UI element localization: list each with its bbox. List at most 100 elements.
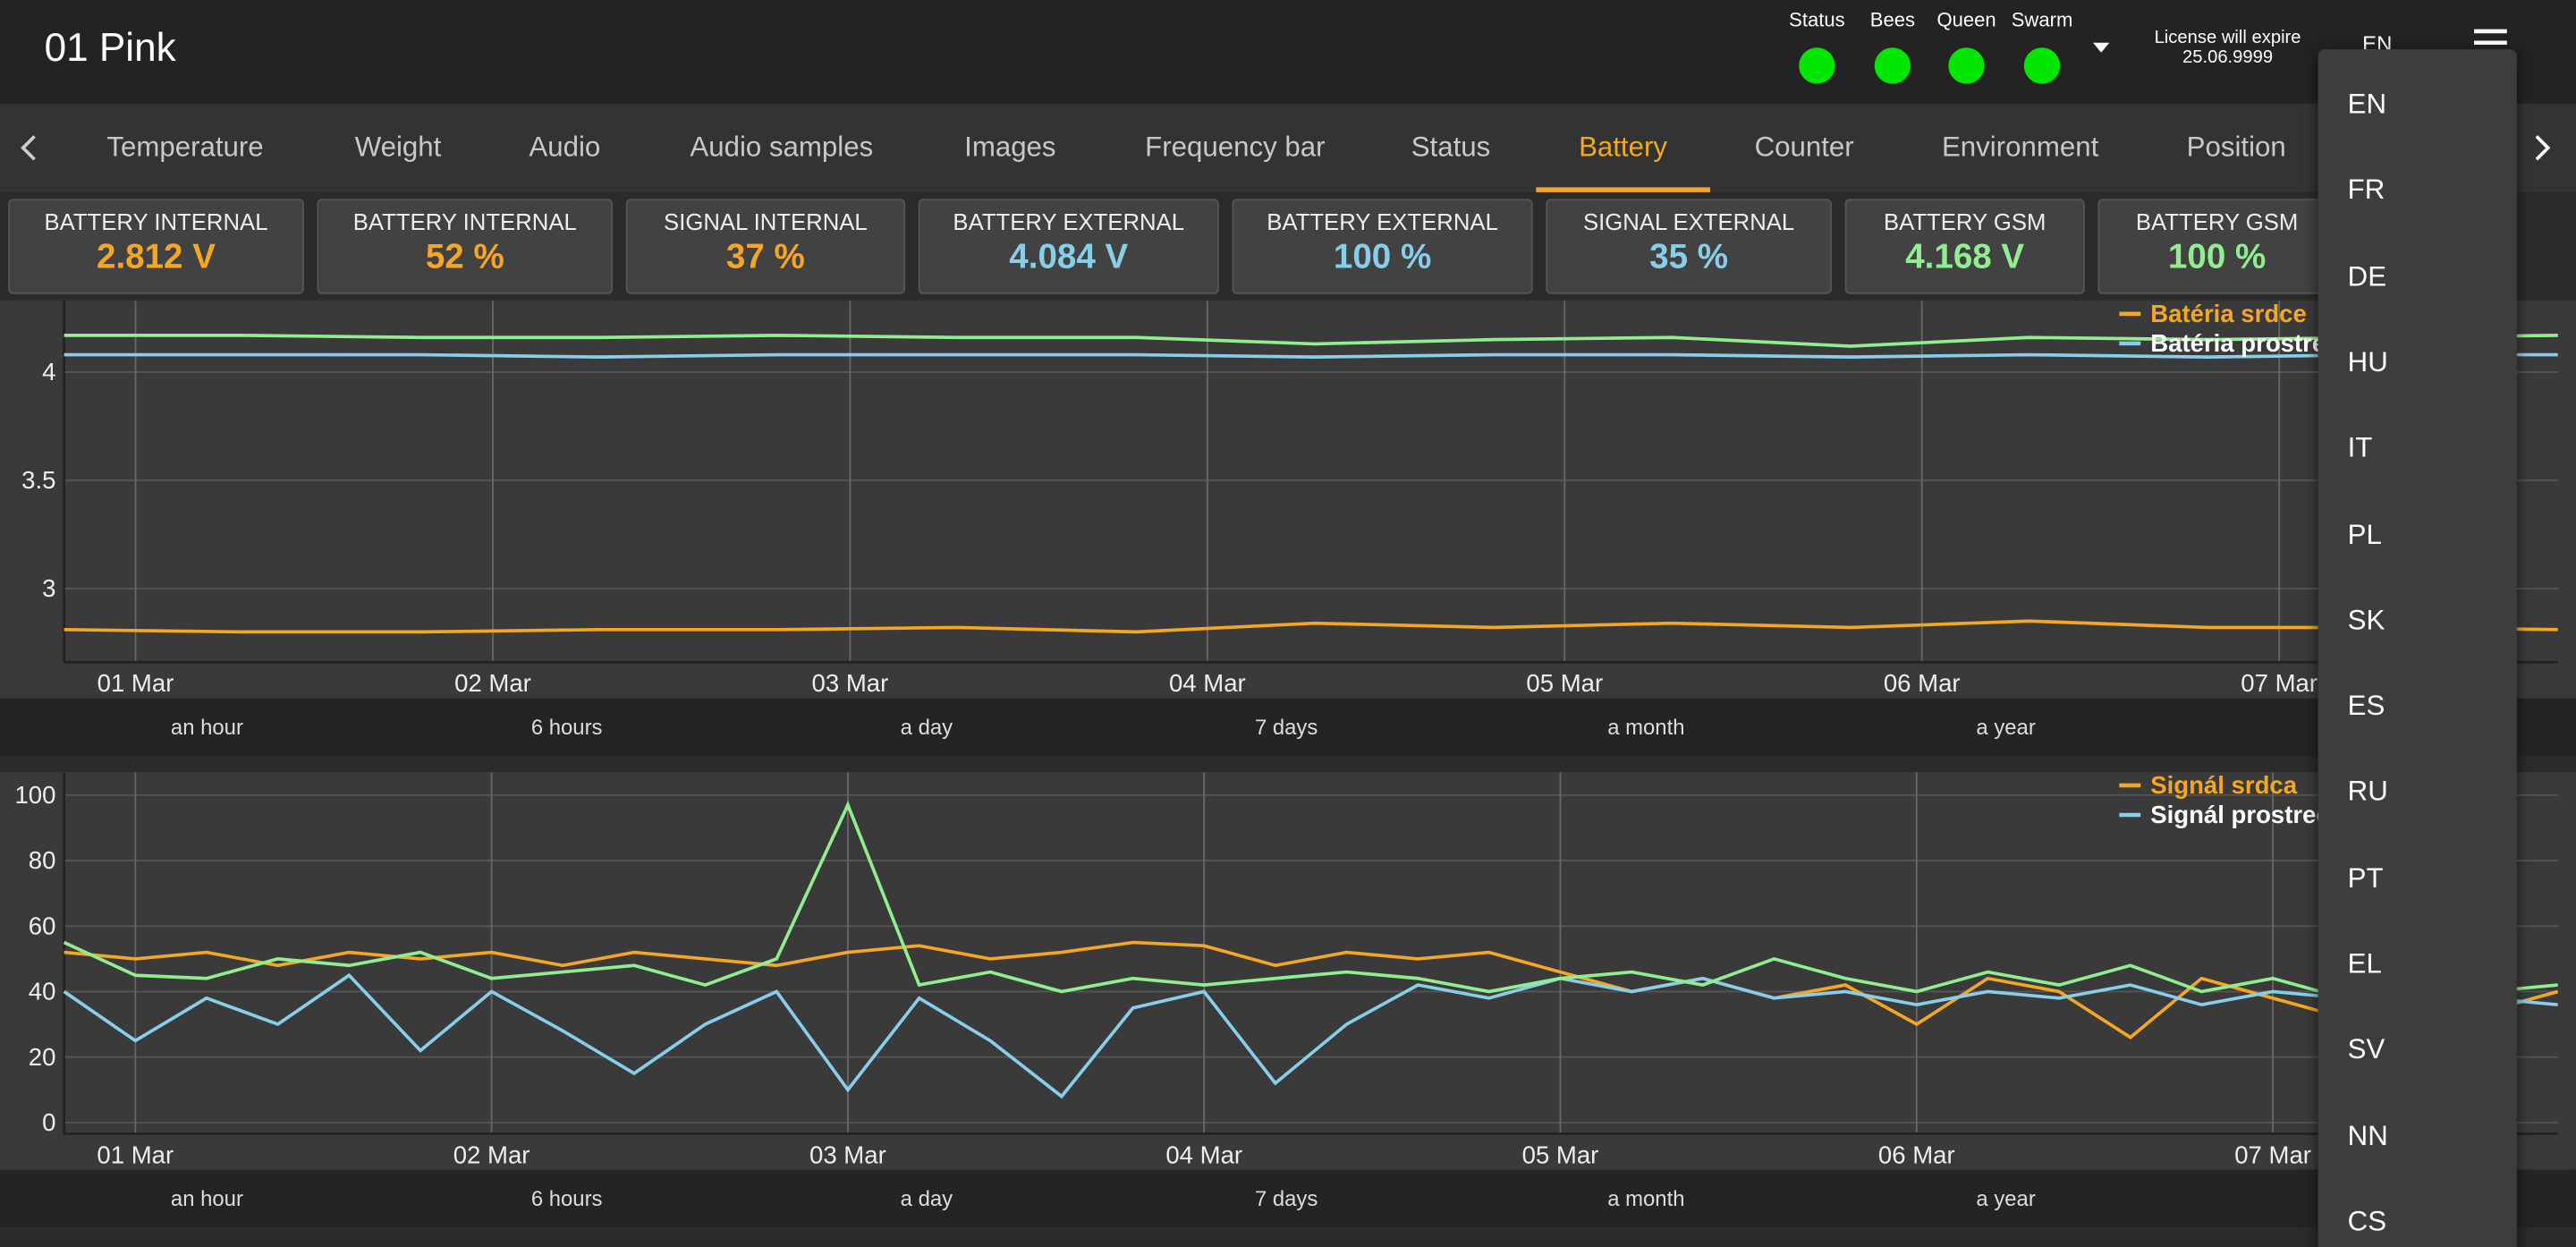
indicator-dot bbox=[1948, 47, 1985, 84]
card-label: BATTERY GSM bbox=[2135, 208, 2299, 235]
range-button[interactable]: a month bbox=[1607, 714, 1685, 740]
range-button[interactable]: 6 hours bbox=[530, 1186, 603, 1211]
y-tick-label: 0 bbox=[42, 1108, 55, 1136]
license-date: 25.06.9999 bbox=[2182, 47, 2274, 68]
x-tick-label: 05 Mar bbox=[1526, 669, 1603, 697]
tab[interactable]: Images bbox=[964, 131, 1056, 163]
range-button[interactable]: a year bbox=[1976, 714, 2036, 740]
language-option[interactable]: IT bbox=[2347, 432, 2373, 464]
metric-card: BATTERY EXTERNAL 100 % bbox=[1232, 199, 1533, 294]
range-button[interactable]: 7 days bbox=[1254, 1186, 1318, 1211]
x-tick-label: 02 Mar bbox=[454, 669, 531, 697]
indicator-dropdown[interactable] bbox=[2089, 39, 2113, 55]
range-bar: an hour 6 hours a day 7 days a month a year bbox=[0, 1169, 2576, 1228]
indicator-label: Status bbox=[1789, 8, 1845, 31]
tab[interactable]: Status bbox=[1411, 131, 1491, 163]
card-value: 4.084 V bbox=[1009, 238, 1129, 276]
legend-label: Batéria srdce bbox=[2150, 301, 2307, 327]
series-line bbox=[64, 334, 2558, 348]
x-tick-label: 02 Mar bbox=[453, 1141, 530, 1168]
metric-card: SIGNAL EXTERNAL 35 % bbox=[1546, 199, 1832, 294]
x-tick-label: 01 Mar bbox=[97, 669, 174, 697]
indicator-label: Queen bbox=[1936, 8, 1996, 31]
tab[interactable]: Environment bbox=[1941, 131, 2099, 163]
language-option[interactable]: NN bbox=[2347, 1119, 2388, 1151]
series-line bbox=[64, 619, 2558, 634]
metric-card: BATTERY EXTERNAL 4.084 V bbox=[918, 199, 1219, 294]
language-option[interactable]: PT bbox=[2347, 861, 2384, 894]
x-tick-label: 06 Mar bbox=[1884, 669, 1961, 697]
range-button[interactable]: an hour bbox=[170, 1186, 243, 1211]
tab-underline bbox=[1536, 187, 1711, 192]
card-value: 100 % bbox=[2167, 238, 2267, 276]
language-menu: EN FR DE HU IT PL SK ES RU PT EL SV NN CS bbox=[2318, 49, 2517, 1247]
card-label: BATTERY GSM bbox=[1883, 208, 2046, 235]
x-tick-label: 04 Mar bbox=[1165, 1141, 1242, 1168]
language-option[interactable]: SV bbox=[2347, 1033, 2385, 1065]
tab[interactable]: Frequency bar bbox=[1145, 131, 1326, 163]
range-button[interactable]: an hour bbox=[170, 714, 243, 740]
y-tick-label: 3 bbox=[42, 574, 55, 602]
series-line bbox=[64, 352, 2558, 359]
x-tick-label: 05 Mar bbox=[1522, 1141, 1599, 1168]
language-option[interactable]: PL bbox=[2347, 518, 2382, 550]
license: License will expire 25.06.9999 bbox=[2136, 28, 2320, 67]
indicator-dot bbox=[1874, 47, 1911, 84]
range-button[interactable]: 6 hours bbox=[530, 714, 603, 740]
x-tick-label: 03 Mar bbox=[809, 1141, 886, 1168]
language-option[interactable]: HU bbox=[2347, 346, 2388, 378]
chart: 0 20 40 60 80 100 01 Mar 02 Mar 03 Mar 04 Mar 05 M… bbox=[14, 771, 2559, 1168]
y-tick-label: 100 bbox=[14, 781, 55, 809]
card-label: BATTERY INTERNAL bbox=[44, 208, 268, 235]
tab[interactable]: Position bbox=[2186, 131, 2286, 163]
y-tick-label: 3.5 bbox=[21, 466, 55, 494]
language-option[interactable]: ES bbox=[2347, 690, 2385, 722]
chart-panel: 3 3.5 4 01 Mar 02 Mar 03 Mar 04 Mar 05 Mar 06 Ma… bbox=[0, 300, 2576, 699]
range-button[interactable]: 7 days bbox=[1254, 714, 1318, 740]
x-tick-label: 07 Mar bbox=[2234, 1141, 2311, 1168]
tab[interactable]: Audio bbox=[529, 131, 601, 163]
tab[interactable]: Counter bbox=[1754, 131, 1854, 163]
range-button[interactable]: a year bbox=[1976, 1186, 2036, 1211]
card-value: 35 % bbox=[1649, 238, 1729, 276]
language-option[interactable]: CS bbox=[2347, 1205, 2387, 1237]
card-label: SIGNAL EXTERNAL bbox=[1582, 208, 1795, 235]
language-option[interactable]: EL bbox=[2347, 947, 2382, 980]
legend-label: Signál srdca bbox=[2150, 772, 2297, 799]
tab[interactable]: Battery bbox=[1579, 131, 1667, 163]
language-option[interactable]: RU bbox=[2347, 776, 2388, 808]
tab-prev[interactable] bbox=[16, 133, 39, 163]
language-option[interactable]: FR bbox=[2347, 174, 2385, 207]
card-value: 52 % bbox=[425, 238, 504, 276]
series-line bbox=[64, 940, 2559, 1039]
y-tick-label: 80 bbox=[29, 846, 56, 874]
y-tick-label: 20 bbox=[29, 1043, 56, 1071]
x-tick-label: 01 Mar bbox=[97, 1141, 174, 1168]
x-tick-label: 03 Mar bbox=[812, 669, 889, 697]
range-button[interactable]: a month bbox=[1607, 1186, 1685, 1211]
card-label: SIGNAL INTERNAL bbox=[664, 208, 868, 235]
language-option[interactable]: SK bbox=[2347, 604, 2385, 636]
tab[interactable]: Weight bbox=[354, 131, 442, 163]
tab[interactable]: Temperature bbox=[106, 131, 264, 163]
tab-bar: Temperature Weight Audio Audio samples Image… bbox=[0, 103, 2576, 192]
indicator-label: Bees bbox=[1869, 8, 1915, 31]
x-tick-label: 06 Mar bbox=[1878, 1141, 1955, 1168]
language-option[interactable]: DE bbox=[2347, 260, 2387, 293]
legend-label: Signál prostredi bbox=[2150, 801, 2338, 828]
card-value: 100 % bbox=[1333, 238, 1432, 276]
range-button[interactable]: a day bbox=[900, 1186, 953, 1211]
indicator-dot bbox=[2023, 47, 2061, 84]
card-value: 2.812 V bbox=[96, 238, 216, 276]
card-label: BATTERY EXTERNAL bbox=[953, 208, 1185, 235]
card-label: BATTERY EXTERNAL bbox=[1267, 208, 1498, 235]
card-value: 4.168 V bbox=[1905, 238, 2025, 276]
card-value: 37 % bbox=[725, 238, 805, 276]
range-button[interactable]: a day bbox=[900, 714, 953, 740]
tab-next[interactable] bbox=[2531, 133, 2555, 163]
tab[interactable]: Audio samples bbox=[690, 131, 874, 163]
x-tick-label: 04 Mar bbox=[1169, 669, 1246, 697]
language-option[interactable]: EN bbox=[2347, 89, 2387, 121]
